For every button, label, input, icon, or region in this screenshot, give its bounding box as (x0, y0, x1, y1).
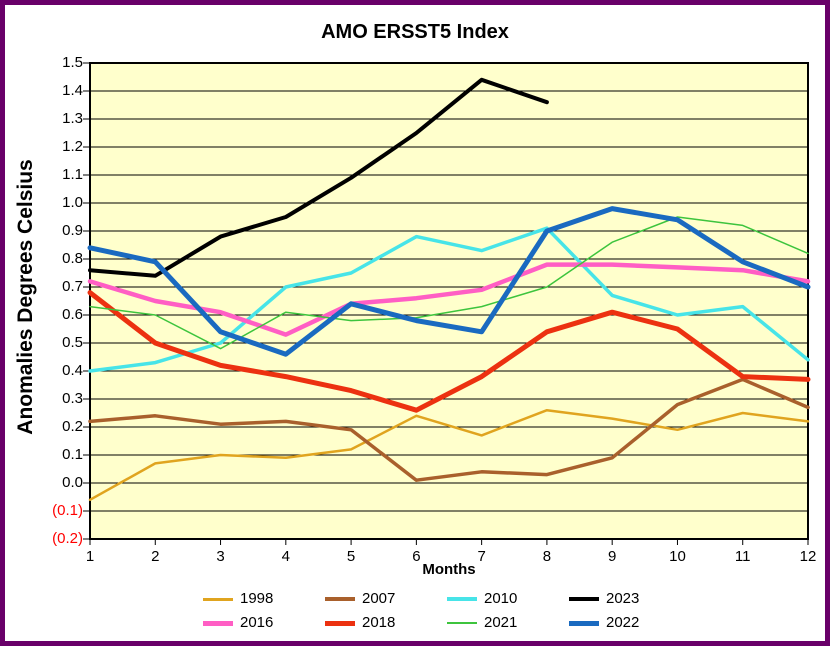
series-line-2023 (88, 77, 549, 278)
plot-area (83, 62, 811, 545)
y-tick-label: 1.5 (62, 54, 83, 71)
series-line-1998 (88, 408, 810, 502)
legend-label: 1998 (240, 590, 274, 607)
x-tick-label: 2 (151, 548, 160, 565)
legend-label: 2018 (362, 614, 396, 631)
y-tick-label: 1.3 (62, 110, 83, 127)
legend: 1998 2007 2010 2023 2016 2018 2021 2022 (203, 587, 703, 635)
x-tick-label: 1 (85, 548, 95, 565)
x-tick-label: 11 (734, 548, 751, 565)
y-tick-label: 1.2 (62, 138, 83, 155)
legend-item-2010: 2010 (447, 587, 569, 611)
legend-item-2007: 2007 (325, 587, 447, 611)
x-tick-label: 6 (412, 548, 421, 565)
x-tick-label: 5 (346, 548, 356, 565)
legend-swatch-icon (569, 620, 599, 626)
plot-background (90, 63, 808, 539)
legend-item-2021: 2021 (447, 611, 569, 635)
legend-item-2016: 2016 (203, 611, 325, 635)
series-line-2021 (89, 216, 809, 350)
x-axis-title: Months (422, 561, 476, 578)
series-line-2010 (88, 226, 810, 373)
y-tick-label: 0.1 (62, 446, 83, 463)
x-tick-label: 4 (281, 548, 290, 565)
legend-label: 2010 (484, 590, 518, 607)
y-tick-label: 0.0 (62, 474, 83, 491)
legend-label: 2022 (606, 614, 640, 631)
legend-item-2022: 2022 (569, 611, 691, 635)
y-tick-label: 0.5 (62, 334, 83, 351)
legend-swatch-icon (325, 597, 355, 601)
y-tick-label: 0.7 (62, 278, 83, 295)
y-tick-label: 1.4 (62, 82, 83, 99)
x-tick-label: 8 (542, 548, 552, 565)
y-tick-label: 1.0 (62, 194, 83, 211)
chart-title: AMO ERSST5 Index (321, 21, 509, 43)
y-tick-label: (0.1) (52, 502, 83, 519)
series-line-2007 (88, 377, 810, 482)
plot-border (89, 62, 809, 540)
legend-label: 2016 (240, 614, 274, 631)
series-line-2016 (87, 262, 811, 337)
legend-item-2018: 2018 (325, 611, 447, 635)
legend-swatch-icon (447, 597, 477, 601)
legend-label: 2021 (484, 614, 518, 631)
legend-item-1998: 1998 (203, 587, 325, 611)
y-tick-label: 0.9 (62, 222, 83, 239)
y-tick-label: 0.2 (62, 418, 83, 435)
x-tick-label: 12 (799, 548, 817, 565)
y-tick-label: 1.1 (62, 166, 83, 183)
x-tick-label: 10 (669, 548, 686, 565)
legend-swatch-icon (325, 620, 355, 626)
y-tick-label: 0.8 (62, 250, 83, 267)
y-tick-label: 0.6 (62, 306, 83, 323)
legend-swatch-icon (569, 597, 599, 601)
legend-label: 2023 (606, 590, 640, 607)
x-tick-label: 3 (216, 548, 225, 565)
series-line-2018 (87, 290, 811, 413)
x-tick-label: 7 (477, 548, 486, 565)
y-tick-label: 0.3 (62, 390, 83, 407)
y-tick-label: 0.4 (62, 362, 83, 379)
legend-label: 2007 (362, 590, 396, 607)
series-line-2022 (87, 206, 811, 357)
legend-swatch-icon (203, 620, 233, 626)
y-tick-label: (0.2) (52, 530, 83, 547)
x-tick-label: 9 (608, 548, 617, 565)
legend-item-2023: 2023 (569, 587, 691, 611)
legend-swatch-icon (203, 597, 233, 601)
legend-swatch-icon (447, 622, 477, 624)
